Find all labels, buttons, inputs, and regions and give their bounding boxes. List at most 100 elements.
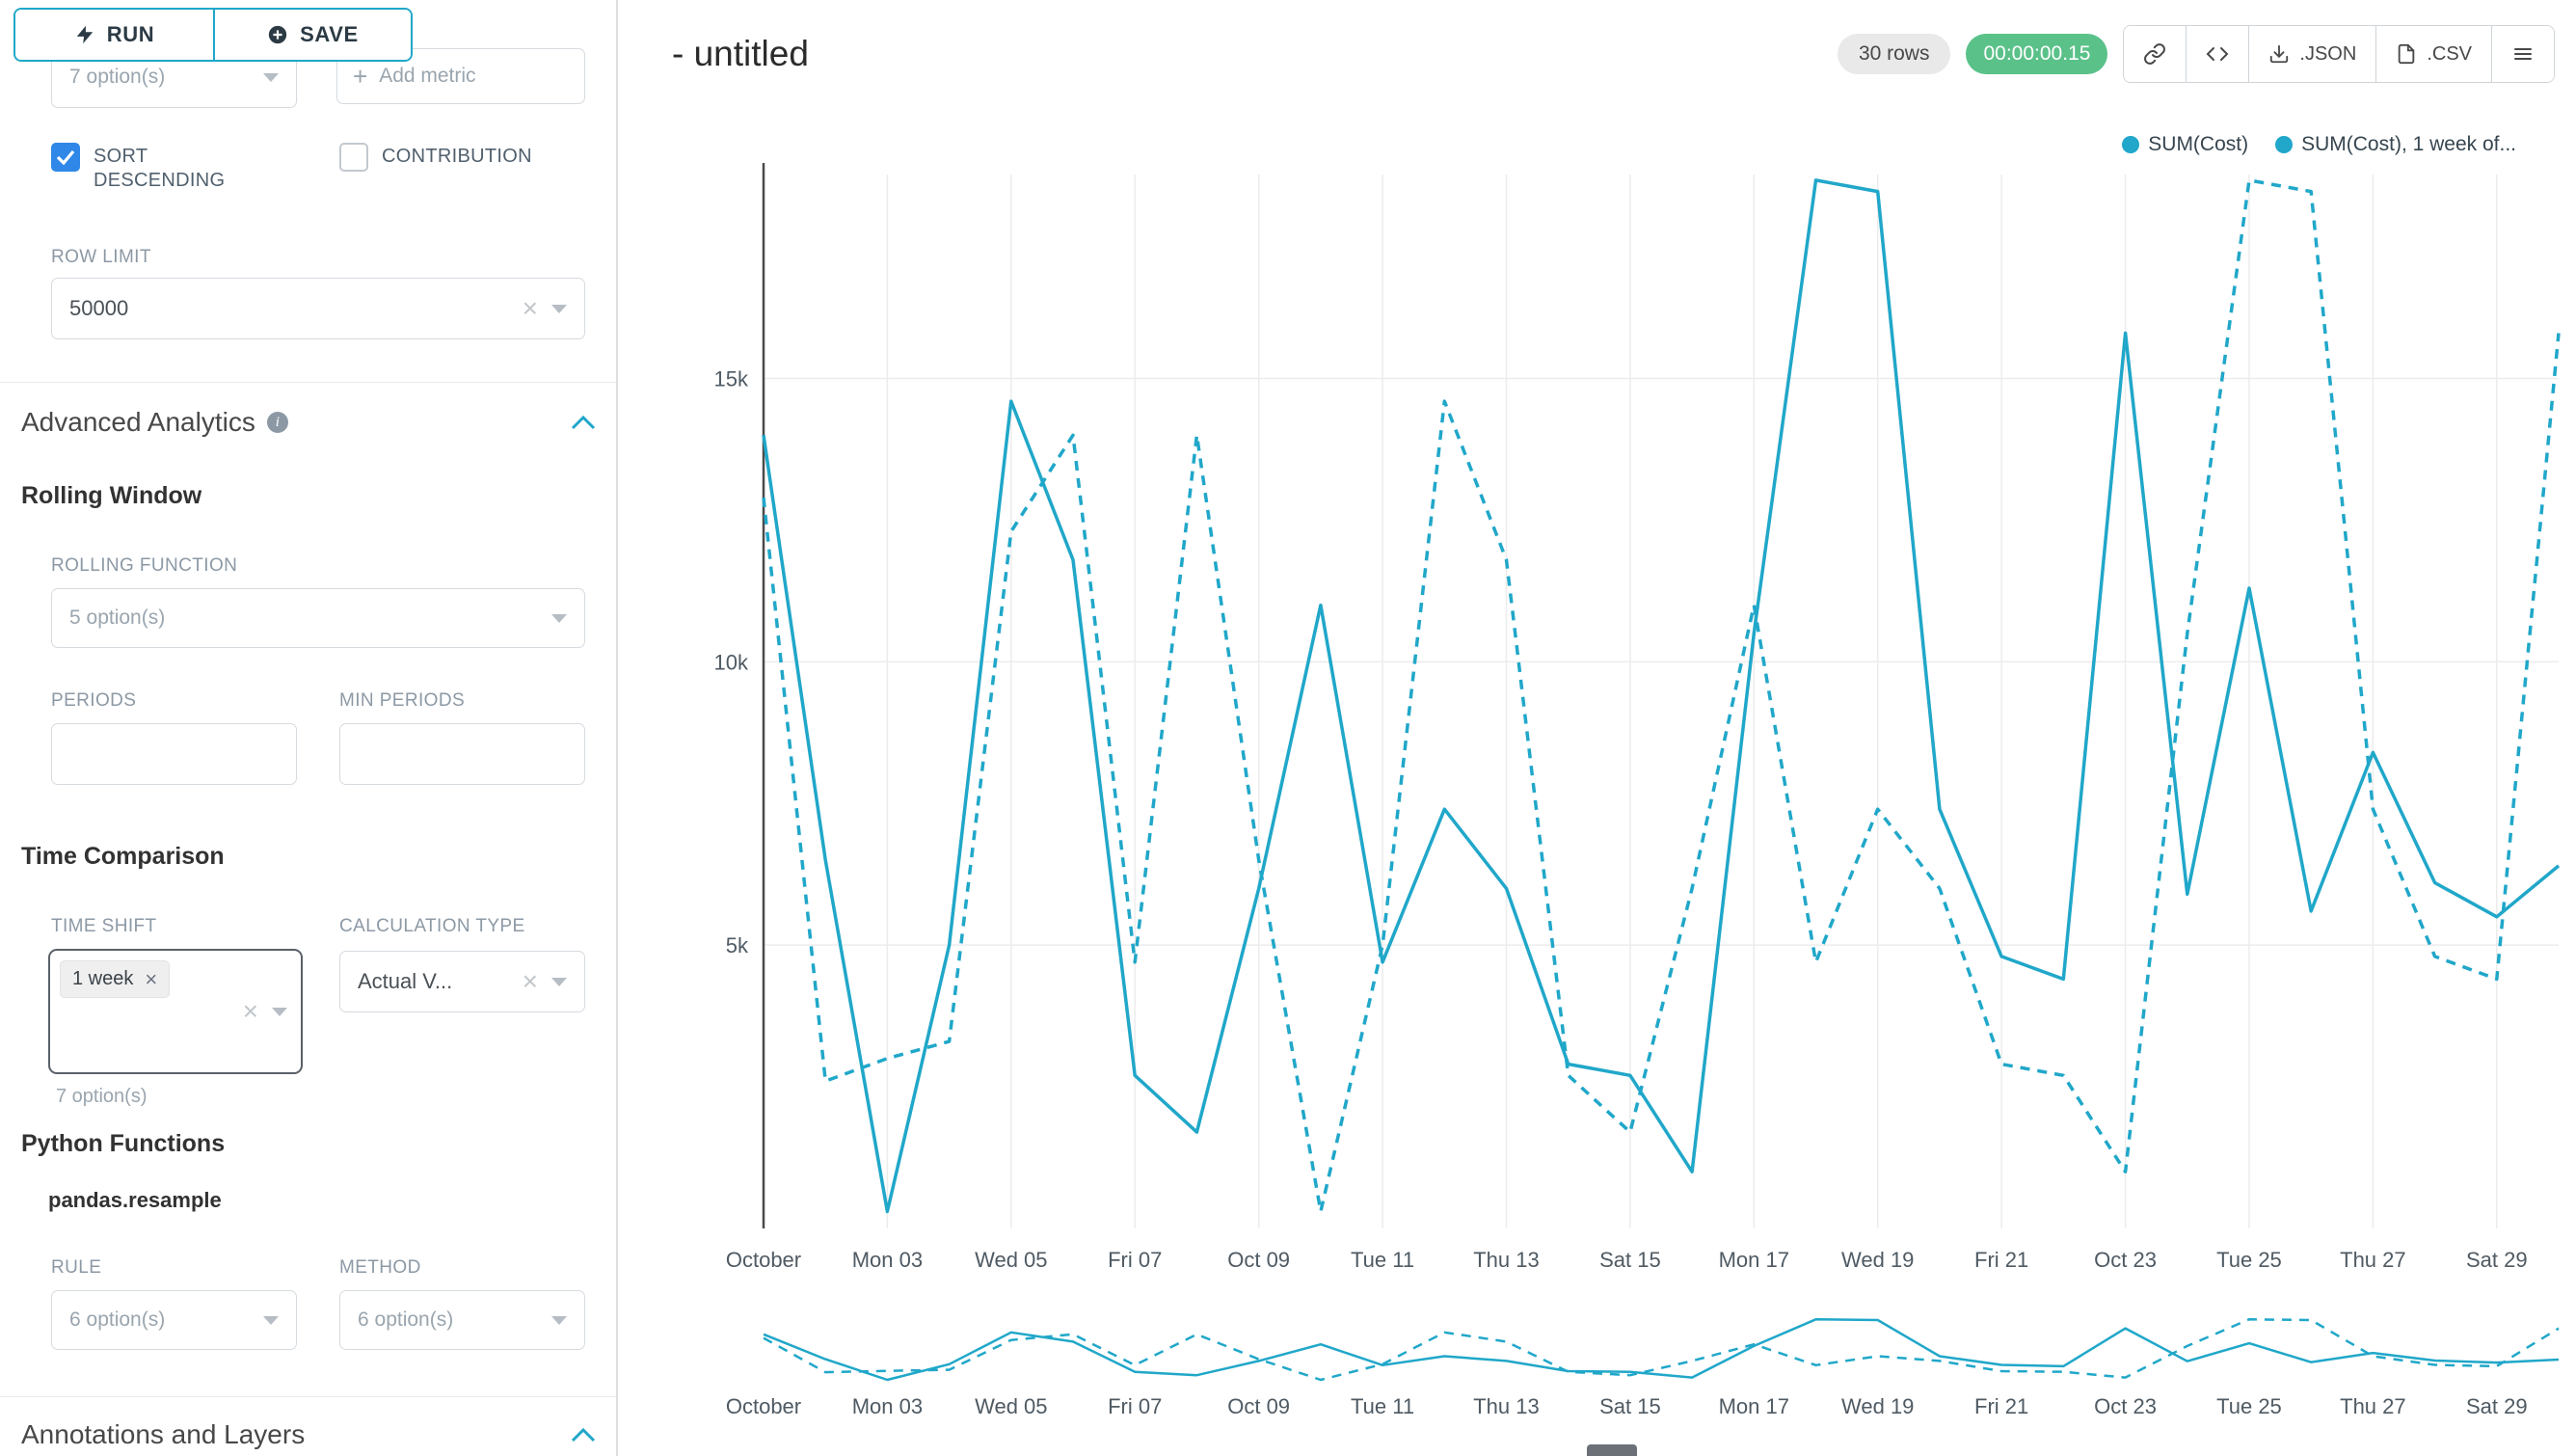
results-resize-handle[interactable] [1587,1444,1637,1456]
svg-text:Mon 17: Mon 17 [1719,1394,1789,1418]
divider [0,1396,616,1397]
plus-circle-icon [268,25,287,44]
query-timer-badge: 00:00:00.15 [1966,34,2108,74]
annotations-header[interactable]: Annotations and Layers [21,1419,596,1450]
svg-text:Wed 05: Wed 05 [975,1248,1047,1272]
mini-preview-chart[interactable]: October Mon 03 Wed 05 Fri 07 Oct 09 Tue 11 Thu… [695,1309,2576,1423]
advanced-analytics-header[interactable]: Advanced Analytics i [21,407,596,438]
export-json-label: .JSON [2299,42,2357,65]
svg-text:October: October [726,1394,801,1418]
svg-text:Mon 17: Mon 17 [1719,1248,1789,1272]
chevron-down-icon [263,1315,279,1325]
row-limit-select[interactable]: 50000 × [51,278,585,339]
svg-text:Sat 15: Sat 15 [1599,1394,1661,1418]
svg-text:Fri 21: Fri 21 [1974,1394,2028,1418]
chart-area: - untitled 30 rows 00:00:00.15 .JSON [618,0,2576,1456]
run-save-group: RUN SAVE [13,8,413,62]
groupby-placeholder: 7 option(s) [69,66,166,88]
svg-text:Sat 29: Sat 29 [2466,1248,2528,1272]
svg-text:10k: 10k [714,650,749,674]
sort-descending-control: SORT DESCENDING [51,143,248,193]
legend-item-sum-cost[interactable]: SUM(Cost) [2122,133,2248,156]
method-select[interactable]: 6 option(s) [339,1290,585,1350]
link-icon [2144,43,2166,65]
main-line-chart[interactable]: 5k 10k 15k October Mon 03 Wed 05 Fri 07 Oct 09 T… [695,162,2576,1281]
svg-text:Thu 13: Thu 13 [1473,1248,1540,1272]
method-placeholder: 6 option(s) [358,1308,454,1331]
svg-text:October: October [726,1248,801,1272]
time-comparison-title: Time Comparison [21,843,225,870]
chevron-down-icon [551,977,567,986]
chevron-up-icon[interactable] [571,1427,596,1443]
chevron-down-icon [551,613,567,623]
chevron-down-icon [272,1007,287,1016]
rule-select[interactable]: 6 option(s) [51,1290,297,1350]
export-json-button[interactable]: .JSON [2249,26,2377,82]
calculation-type-select[interactable]: Actual V... × [339,951,585,1012]
method-label: METHOD [339,1257,421,1278]
svg-text:Tue 25: Tue 25 [2216,1394,2282,1418]
svg-text:Thu 27: Thu 27 [2340,1248,2406,1272]
periods-input[interactable] [51,723,297,785]
min-periods-input[interactable] [339,723,585,785]
sort-descending-checkbox[interactable] [51,143,80,172]
embed-code-button[interactable] [2187,26,2250,82]
divider [0,382,616,383]
rolling-window-title: Rolling Window [21,482,202,509]
row-limit-label: ROW LIMIT [51,247,151,267]
legend-label: SUM(Cost), 1 week of... [2301,133,2516,155]
svg-text:5k: 5k [726,933,749,957]
svg-text:Oct 23: Oct 23 [2094,1394,2157,1418]
periods-label: PERIODS [51,690,137,711]
export-csv-button[interactable]: .CSV [2376,26,2492,82]
rolling-function-select[interactable]: 5 option(s) [51,588,585,648]
code-icon [2206,47,2229,61]
share-link-button[interactable] [2124,26,2187,82]
svg-text:15k: 15k [714,367,749,391]
save-button[interactable]: SAVE [213,10,411,60]
chart-header: - untitled 30 rows 00:00:00.15 .JSON [618,0,2576,83]
svg-text:Sat 15: Sat 15 [1599,1248,1661,1272]
more-menu-button[interactable] [2492,26,2554,82]
svg-text:Oct 09: Oct 09 [1227,1248,1290,1272]
chevron-down-icon [551,1315,567,1325]
sort-descending-label: SORT DESCENDING [94,146,226,191]
row-count-badge: 30 rows [1837,34,1951,74]
plus-icon: + [353,62,368,91]
row-limit-value: 50000 [69,296,129,320]
rule-label: RULE [51,1257,102,1278]
lightning-bolt-icon [76,25,94,44]
calculation-type-value: Actual V... [358,969,453,993]
rolling-function-placeholder: 5 option(s) [69,607,166,629]
run-label: RUN [106,22,155,46]
svg-text:Sat 29: Sat 29 [2466,1394,2528,1418]
svg-text:Wed 19: Wed 19 [1841,1394,1914,1418]
svg-text:Tue 25: Tue 25 [2216,1248,2282,1272]
hamburger-menu-icon [2514,48,2532,60]
svg-text:Tue 11: Tue 11 [1351,1248,1414,1272]
time-shift-label: TIME SHIFT [51,916,157,936]
clear-icon[interactable]: × [242,996,258,1026]
clear-icon[interactable]: × [522,293,538,323]
svg-text:Mon 03: Mon 03 [852,1248,923,1272]
svg-text:Oct 23: Oct 23 [2094,1248,2157,1272]
export-csv-label: .CSV [2427,42,2472,65]
legend-dot-icon [2275,136,2294,153]
chart-title[interactable]: - untitled [672,34,809,73]
svg-text:Mon 03: Mon 03 [852,1394,923,1418]
time-shift-select[interactable]: 1 week × × [48,949,303,1074]
control-panel: RUN SAVE 7 option(s) + Add metric SORT D… [0,0,618,1456]
info-icon[interactable]: i [266,412,288,433]
chevron-up-icon[interactable] [571,415,596,430]
add-metric-label: Add metric [379,65,476,87]
svg-text:Oct 09: Oct 09 [1227,1394,1290,1418]
chart-legend: SUM(Cost) SUM(Cost), 1 week of... [2122,133,2516,156]
remove-tag-icon[interactable]: × [145,966,158,991]
contribution-checkbox[interactable] [339,143,368,172]
legend-item-sum-cost-offset[interactable]: SUM(Cost), 1 week of... [2275,133,2516,156]
legend-dot-icon [2122,136,2140,153]
contribution-label: CONTRIBUTION [382,146,532,167]
time-shift-tag-label: 1 week [72,968,134,989]
clear-icon[interactable]: × [522,966,538,996]
run-button[interactable]: RUN [15,10,213,60]
